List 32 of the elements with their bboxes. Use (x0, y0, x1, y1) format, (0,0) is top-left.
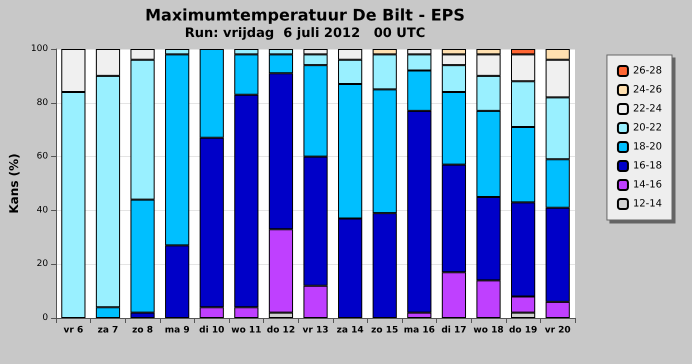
y-tick-label: 40 (36, 205, 48, 216)
x-tick-label: vr 20 (544, 326, 571, 336)
x-tick-label: ma 16 (404, 326, 435, 336)
legend-label: 14-16 (632, 180, 662, 190)
x-tick-label: do 12 (266, 326, 296, 336)
legend-label: 18-20 (632, 142, 662, 152)
legend-label: 26-28 (632, 66, 662, 76)
legend-label: 16-18 (632, 160, 662, 172)
x-tick-label: do 19 (508, 326, 538, 336)
y-tick-label: 80 (36, 98, 48, 108)
legend-label: 24-26 (632, 84, 662, 96)
x-tick-label: wo 18 (473, 326, 504, 336)
y-tick-label: 0 (42, 313, 48, 323)
x-tick-label: za 14 (336, 326, 364, 336)
legend-label: 20-22 (632, 122, 662, 134)
x-tick-label: zo 15 (371, 326, 398, 336)
x-tick-label: di 10 (199, 326, 224, 336)
chart-subtitle: Run: vrijdag 6 juli 2012 00 UTC (184, 26, 426, 41)
x-tick-label: za 7 (98, 326, 118, 336)
chart-title: Maximumtemperatuur De Bilt - EPS (145, 6, 465, 24)
x-tick-label: di 17 (441, 326, 467, 336)
y-tick-label: 100 (30, 44, 48, 54)
legend-label: 22-24 (632, 104, 662, 114)
x-tick-label: zo 8 (132, 326, 153, 336)
x-tick-label: ma 9 (164, 326, 190, 336)
y-axis-title: Kans (%) (7, 153, 21, 214)
x-tick-label: vr 6 (64, 326, 84, 336)
x-tick-label: vr 13 (302, 326, 329, 336)
y-tick-label: 20 (36, 259, 48, 270)
y-tick-label: 60 (36, 152, 48, 162)
x-tick-label: wo 11 (231, 326, 262, 336)
legend-label: 12-14 (632, 198, 662, 210)
